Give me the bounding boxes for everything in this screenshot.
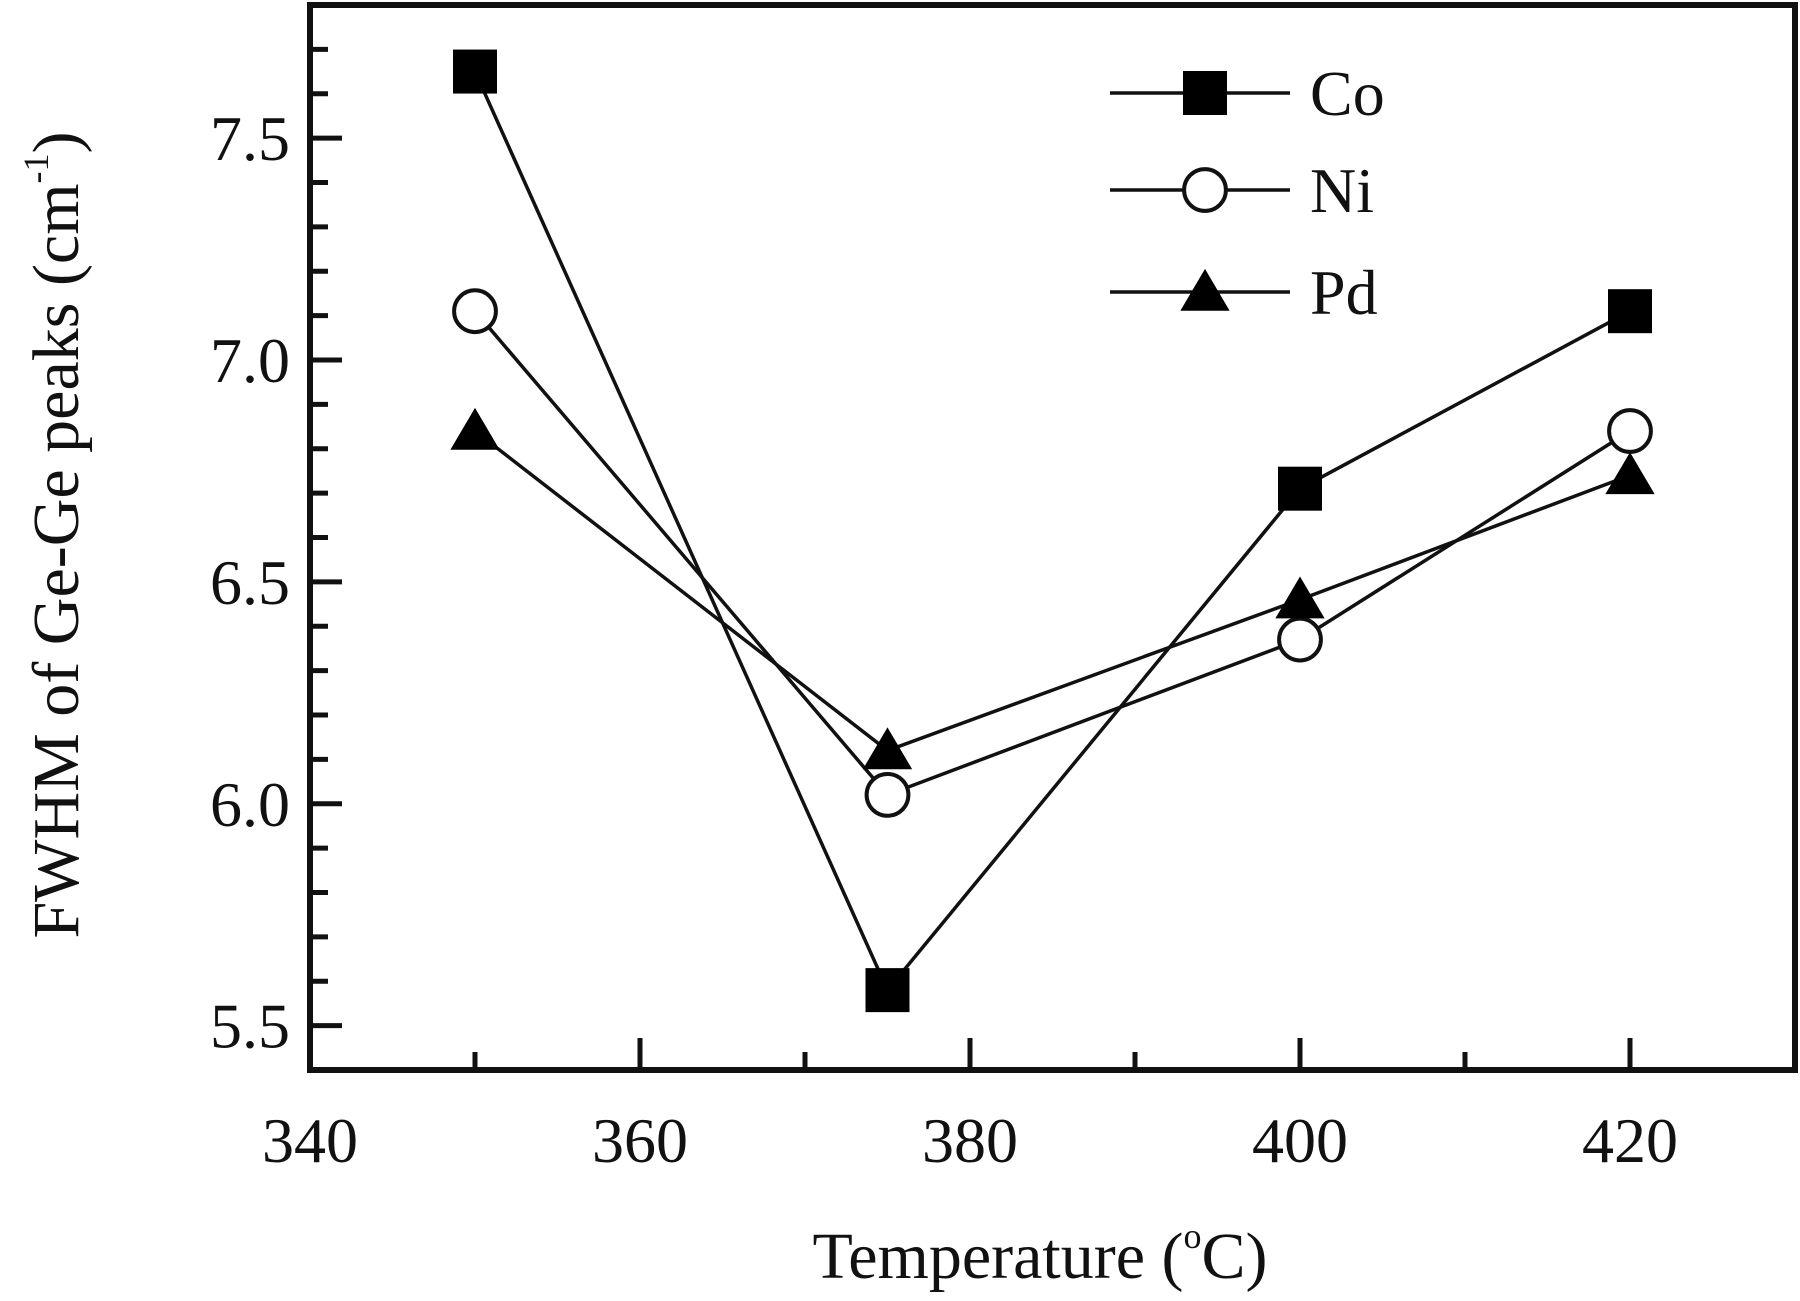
legend-label-co: Co — [1310, 58, 1385, 129]
plot-frame — [307, 2, 1798, 1073]
x-tick-label: 380 — [922, 1105, 1018, 1176]
y-tick-label: 5.5 — [210, 991, 290, 1062]
y-axis-unit-sup: -1 — [16, 153, 56, 183]
x-tick-label: 360 — [592, 1105, 688, 1176]
legend: Co Ni Pd — [1110, 58, 1385, 328]
plot-layer — [450, 49, 1655, 1013]
data-point-pd — [1275, 576, 1325, 619]
axis-layer: 340 360 380 400 420 5.5 6.0 6.5 7.0 7.5 — [210, 2, 1798, 1176]
series-line-co — [473, 70, 1631, 994]
data-point-ni — [864, 771, 911, 818]
x-axis-unit-open: ( — [1145, 1220, 1183, 1293]
x-tick-label: 420 — [1582, 1105, 1678, 1176]
data-point-co — [1608, 289, 1652, 334]
data-point-pd — [450, 407, 500, 450]
data-point-ni — [1607, 408, 1653, 454]
series-line-ni — [473, 310, 1631, 797]
y-tick-label: 7.0 — [210, 325, 290, 396]
x-tick-label: 340 — [262, 1105, 358, 1176]
data-point-co — [453, 49, 497, 94]
data-point-pd — [862, 727, 913, 770]
y-tick-label: 6.0 — [210, 769, 290, 840]
legend-marker-ni — [1182, 167, 1228, 213]
data-point-co — [865, 968, 910, 1013]
x-axis-title: Temperature (oC) — [813, 1216, 1268, 1293]
y-axis-title-text: FWHM of Ge-Ge peaks (cm — [20, 183, 93, 938]
x-axis-title-text: Temperature — [813, 1220, 1146, 1293]
data-point-co — [1278, 466, 1322, 511]
x-axis-unit-degree: o — [1184, 1216, 1202, 1256]
series-line-pd — [473, 429, 1631, 753]
legend-marker-pd — [1180, 268, 1230, 311]
y-axis-unit-close: ) — [20, 131, 93, 153]
legend-label-ni: Ni — [1310, 155, 1374, 226]
data-point-ni — [452, 288, 498, 335]
legend-marker-co — [1183, 71, 1227, 115]
x-axis-unit-close: C) — [1202, 1220, 1268, 1293]
y-axis-title: FWHM of Ge-Ge peaks (cm-1) — [16, 131, 93, 938]
data-point-ni — [1277, 616, 1323, 663]
y-tick-label: 7.5 — [210, 103, 290, 174]
y-tick-label: 6.5 — [210, 547, 290, 618]
x-tick-label: 400 — [1252, 1105, 1348, 1176]
data-point-pd — [1605, 452, 1655, 495]
legend-label-pd: Pd — [1310, 257, 1378, 328]
